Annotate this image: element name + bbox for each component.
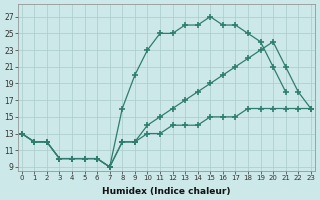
X-axis label: Humidex (Indice chaleur): Humidex (Indice chaleur) xyxy=(102,187,230,196)
